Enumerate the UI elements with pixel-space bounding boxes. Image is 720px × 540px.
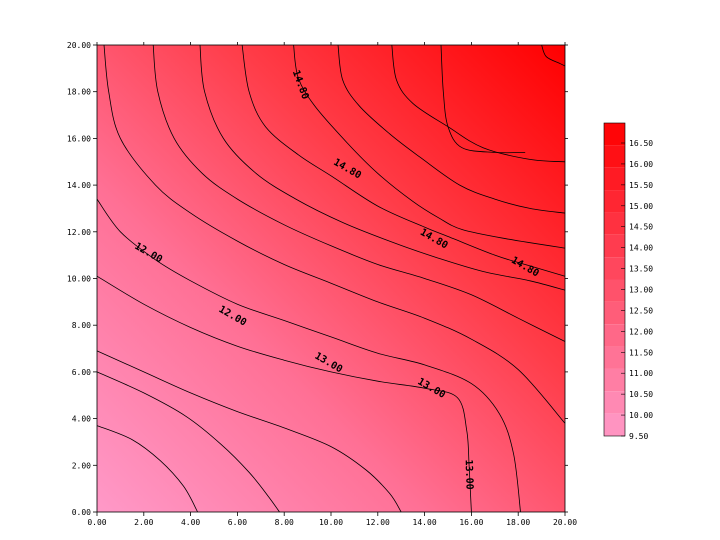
x-axis: 0.00 2.00 4.00 6.00 8.00 10.00 12.00 14.00 16.00… xyxy=(87,42,577,527)
legend-label: 12.50 xyxy=(629,306,653,315)
contour-line-8 xyxy=(241,44,566,277)
legend-swatch xyxy=(604,301,625,325)
contour-line-3 xyxy=(96,275,472,513)
legend-swatch xyxy=(604,167,625,191)
contour-lines xyxy=(96,44,566,513)
contour-line-9 xyxy=(293,44,566,249)
contour-line-7 xyxy=(199,44,566,291)
y-tick-label: 0.00 xyxy=(72,508,91,517)
legend-swatch xyxy=(604,413,625,436)
legend-label: 14.00 xyxy=(629,244,653,253)
y-axis: 0.00 2.00 4.00 6.00 8.00 10.00 12.00 14.00 16.00… xyxy=(67,41,568,517)
legend-label: 16.50 xyxy=(629,139,653,148)
contour-fill xyxy=(97,45,565,512)
legend-swatch xyxy=(604,279,625,302)
contour-line-5 xyxy=(103,44,566,424)
legend-swatch xyxy=(604,391,625,414)
contour-line-12 xyxy=(440,44,526,154)
x-tick-label: 4.00 xyxy=(181,518,200,527)
y-tick-label: 2.00 xyxy=(72,461,91,470)
legend-swatch xyxy=(604,234,625,258)
x-tick-label: 16.00 xyxy=(459,518,483,527)
contour-line-13 xyxy=(541,44,566,67)
y-tick-label: 8.00 xyxy=(72,321,91,330)
contour-line-2 xyxy=(96,350,402,513)
x-tick-label: 8.00 xyxy=(275,518,294,527)
contour-line-1 xyxy=(96,371,280,513)
legend-label: 12.00 xyxy=(629,327,653,336)
legend-swatch xyxy=(604,212,625,235)
contour-line-4 xyxy=(96,198,521,513)
legend-label: 10.50 xyxy=(629,390,653,399)
plot-area: 14.8014.8014.8014.8012.0012.0013.0013.00… xyxy=(96,44,566,513)
x-tick-label: 10.00 xyxy=(319,518,343,527)
legend-label: 10.00 xyxy=(629,411,653,420)
y-tick-label: 4.00 xyxy=(72,415,91,424)
y-tick-label: 12.00 xyxy=(67,228,91,237)
x-tick-label: 18.00 xyxy=(506,518,530,527)
legend-label: 15.00 xyxy=(629,202,653,211)
legend-label: 9.50 xyxy=(629,432,648,441)
legend-label: 14.50 xyxy=(629,223,653,232)
contour-line-6 xyxy=(152,44,566,342)
x-tick-label: 2.00 xyxy=(134,518,153,527)
contour-line-10 xyxy=(337,44,566,214)
legend-swatch xyxy=(604,145,625,168)
contour-line-0 xyxy=(96,425,198,513)
contour-label-8: 13.00 xyxy=(463,459,475,489)
legend-swatch xyxy=(604,324,625,347)
x-tick-label: 12.00 xyxy=(366,518,390,527)
legend-swatch xyxy=(604,257,625,280)
legend-label: 13.50 xyxy=(629,265,653,274)
legend-swatch xyxy=(604,123,625,146)
legend: 16.50 16.00 15.50 15.00 14.50 14.00 13.50 13.00… xyxy=(603,122,653,441)
x-tick-label: 0.00 xyxy=(87,518,106,527)
legend-label: 15.50 xyxy=(629,181,653,190)
y-tick-label: 10.00 xyxy=(67,275,91,284)
y-tick-label: 6.00 xyxy=(72,368,91,377)
legend-label: 13.00 xyxy=(629,286,653,295)
legend-swatch xyxy=(604,346,625,369)
legend-swatch xyxy=(604,190,625,213)
legend-frame xyxy=(603,122,626,437)
x-tick-label: 14.00 xyxy=(413,518,437,527)
legend-swatch xyxy=(604,368,625,392)
x-tick-label: 6.00 xyxy=(228,518,247,527)
y-tick-label: 20.00 xyxy=(67,41,91,50)
legend-label: 11.50 xyxy=(629,348,653,357)
y-tick-label: 16.00 xyxy=(67,134,91,143)
legend-label: 11.00 xyxy=(629,369,653,378)
legend-label: 16.00 xyxy=(629,160,653,169)
x-tick-label: 20.00 xyxy=(553,518,577,527)
y-tick-label: 18.00 xyxy=(67,88,91,97)
y-tick-label: 14.00 xyxy=(67,181,91,190)
